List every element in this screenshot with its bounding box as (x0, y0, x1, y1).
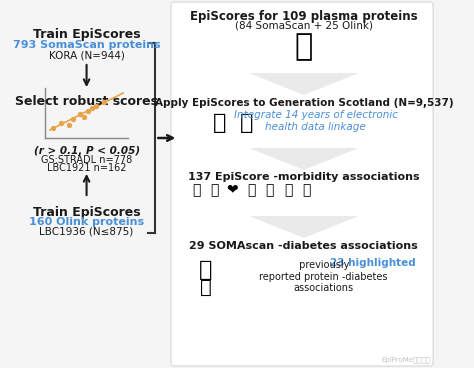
Text: (r > 0.1, P < 0.05): (r > 0.1, P < 0.05) (34, 146, 140, 156)
Point (84, 108, 92, 114)
Text: EpiProMe深度甲基: EpiProMe深度甲基 (382, 356, 430, 363)
Text: Select robust scores: Select robust scores (15, 95, 158, 108)
Point (100, 99, 108, 105)
Text: KORA (N=944): KORA (N=944) (49, 50, 125, 60)
Text: 793 SomaScan proteins: 793 SomaScan proteins (13, 40, 160, 50)
Text: GS:STRADL n=778: GS:STRADL n=778 (41, 155, 132, 165)
Text: 🧬: 🧬 (295, 32, 313, 61)
Point (77, 111, 84, 117)
Text: 23 highlighted: 23 highlighted (329, 258, 415, 268)
Text: 💉: 💉 (199, 260, 212, 280)
Point (57, 120, 64, 125)
Text: 29 SOMAscan -diabetes associations: 29 SOMAscan -diabetes associations (190, 241, 418, 251)
Text: 🩸: 🩸 (200, 278, 211, 297)
Text: previously
reported protein -diabetes
associations: previously reported protein -diabetes as… (259, 260, 387, 293)
Text: Apply EpiScores to Generation Scotland (N=9,537): Apply EpiScores to Generation Scotland (… (155, 98, 453, 108)
Text: Train EpiScores: Train EpiScores (33, 206, 140, 219)
Point (49, 125, 57, 131)
Text: 🧠: 🧠 (192, 183, 201, 197)
Text: 🫀: 🫀 (247, 183, 256, 197)
Text: 137 EpiScore -morbidity associations: 137 EpiScore -morbidity associations (188, 172, 419, 182)
Text: 🧫: 🧫 (302, 183, 311, 197)
Text: ❤️: ❤️ (228, 183, 239, 197)
Text: (84 SomaScan + 25 Olink): (84 SomaScan + 25 Olink) (235, 21, 373, 31)
Text: 160 Olink proteins: 160 Olink proteins (29, 217, 144, 227)
Point (65, 122, 73, 128)
Text: 📋: 📋 (213, 113, 226, 133)
Text: LBC1936 (N≤875): LBC1936 (N≤875) (39, 227, 134, 237)
Text: LBC1921 n=162: LBC1921 n=162 (47, 163, 127, 173)
Point (81, 114, 88, 120)
Point (69, 116, 76, 122)
Text: 🦴: 🦴 (284, 183, 292, 197)
Polygon shape (249, 216, 359, 238)
Polygon shape (249, 148, 359, 170)
Polygon shape (249, 73, 359, 95)
Text: 💉: 💉 (266, 183, 274, 197)
Text: Train EpiScores: Train EpiScores (33, 28, 140, 41)
Text: 🏥: 🏥 (240, 113, 254, 133)
FancyBboxPatch shape (171, 2, 433, 366)
Point (92, 103, 100, 109)
Point (88, 105, 96, 111)
Text: Integrate 14 years of electronic
health data linkage: Integrate 14 years of electronic health … (234, 110, 398, 132)
Text: 🫁: 🫁 (211, 183, 219, 197)
Text: EpiScores for 109 plasma proteins: EpiScores for 109 plasma proteins (190, 10, 418, 23)
